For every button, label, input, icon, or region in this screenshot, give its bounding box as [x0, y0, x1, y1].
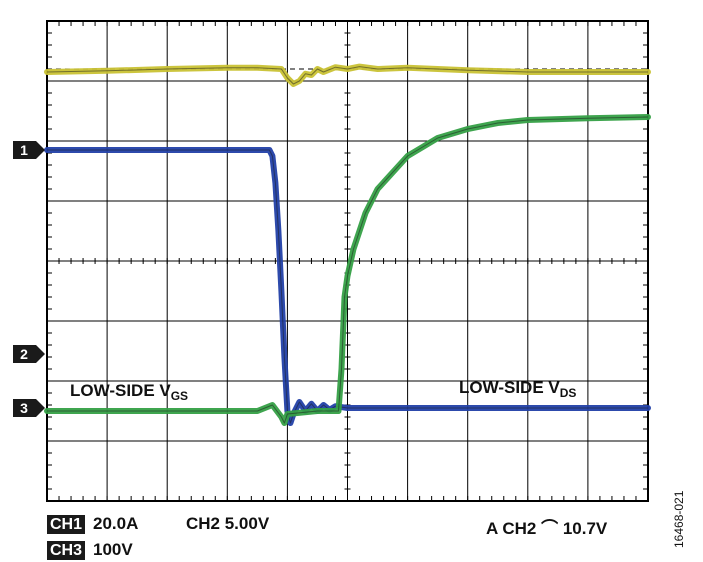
channel-marker-arrow: [13, 345, 45, 363]
vds-subscript: DS: [560, 386, 577, 400]
ch1-tag: CH1: [47, 515, 86, 534]
vds-label: LOW-SIDE V: [459, 378, 560, 397]
vgs-label: LOW-SIDE V: [70, 381, 171, 400]
plot-frame: [46, 20, 649, 502]
grid: [46, 20, 649, 502]
channel-marker-label: 3: [20, 400, 28, 416]
ch1-readout: CH1 20.0A: [47, 514, 138, 534]
vds-annotation: LOW-SIDE VDS: [459, 378, 576, 400]
figure-id: 16468-021: [672, 490, 686, 548]
channel-marker-arrow: [13, 141, 45, 159]
series-ch2-core: [47, 149, 648, 424]
series-ch3-core: [47, 116, 649, 424]
vgs-subscript: GS: [171, 389, 188, 403]
ch3-scale: 100V: [93, 540, 133, 559]
trigger-readout: A CH2 ⌒​ 10.7V: [486, 519, 608, 538]
channel-marker-label: 2: [20, 346, 28, 362]
series-ch1-core: [46, 66, 648, 85]
channel-marker-1: 1: [13, 141, 45, 159]
traces: [44, 63, 651, 426]
svg-text:LOW-SIDE VGS: LOW-SIDE VGS: [70, 381, 188, 403]
channel-marker-arrow: [13, 399, 45, 417]
ch1-scale: 20.0A: [93, 514, 139, 533]
channel-markers: 1 2 3: [13, 141, 45, 417]
channel-marker-3: 3: [13, 399, 45, 417]
vgs-annotation: LOW-SIDE VGS: [70, 381, 188, 403]
ch3-readout: CH3 100V: [47, 540, 133, 560]
channel-marker-2: 2: [13, 345, 45, 363]
svg-text:LOW-SIDE VDS: LOW-SIDE VDS: [459, 378, 576, 400]
channel-marker-label: 1: [20, 142, 28, 158]
ch2-readout: CH2 5.00V: [186, 514, 270, 533]
ch3-tag: CH3: [47, 541, 86, 560]
